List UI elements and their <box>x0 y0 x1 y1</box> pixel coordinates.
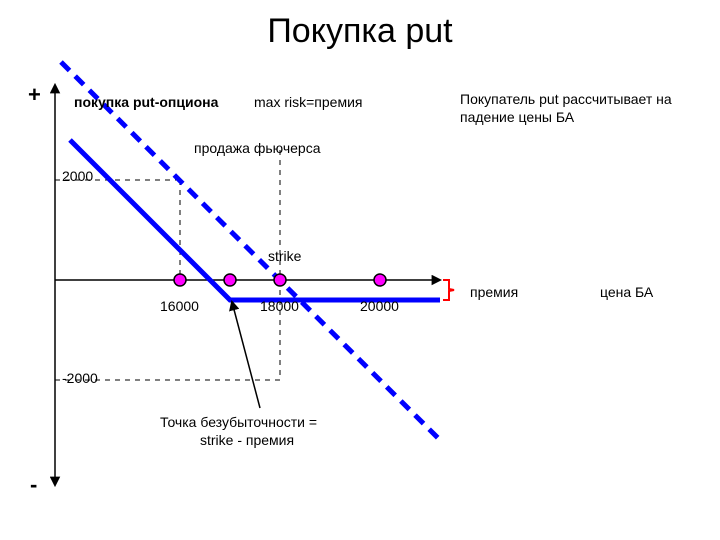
label-strike: strike <box>268 248 301 264</box>
ylabel-minus-2000: -2000 <box>62 370 98 386</box>
plus-sign: + <box>28 82 41 108</box>
label-premium: премия <box>470 284 518 300</box>
guides <box>55 150 280 380</box>
label-breakeven-2: strike - премия <box>200 432 294 448</box>
xlabel-18000: 18000 <box>260 298 299 314</box>
label-note: Покупатель put рассчитывает на падение ц… <box>460 90 700 126</box>
minus-sign: - <box>30 472 37 498</box>
label-breakeven-1: Точка безубыточности = <box>160 414 317 430</box>
label-buy-put: покупка put-опциона <box>74 94 218 110</box>
xlabel-20000: 20000 <box>360 298 399 314</box>
label-sell-futures: продажа фьючерса <box>194 140 321 156</box>
futures-line <box>61 62 440 440</box>
xlabel-16000: 16000 <box>160 298 199 314</box>
breakeven-arrow <box>232 302 260 408</box>
premium-brace <box>443 280 454 300</box>
label-price-ba: цена БА <box>600 284 653 300</box>
ylabel-2000: 2000 <box>62 168 93 184</box>
put-payoff-chart <box>0 0 720 540</box>
label-max-risk: max risk=премия <box>254 94 362 110</box>
